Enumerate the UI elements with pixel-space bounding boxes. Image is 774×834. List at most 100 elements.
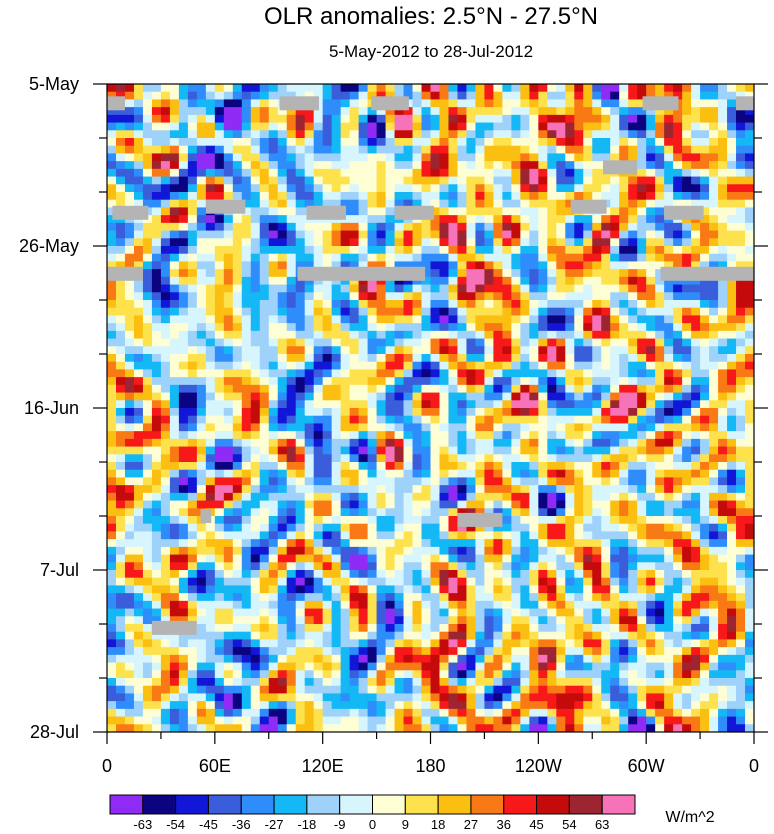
field-cell xyxy=(196,292,207,301)
field-cell xyxy=(493,122,503,131)
field-cell xyxy=(259,215,270,224)
field-cell xyxy=(529,330,539,340)
field-cell xyxy=(457,284,468,293)
field-cell xyxy=(322,161,333,170)
field-cell xyxy=(412,446,423,455)
field-cell xyxy=(520,153,530,162)
field-cell xyxy=(745,408,754,417)
field-cell xyxy=(574,446,584,455)
field-cell xyxy=(268,276,279,286)
field-cell xyxy=(592,91,602,101)
field-cell xyxy=(493,161,503,170)
field-cell xyxy=(736,84,746,93)
field-cell xyxy=(412,539,423,548)
field-cell xyxy=(583,346,593,355)
field-cell xyxy=(718,261,728,270)
field-cell xyxy=(601,330,611,340)
field-cell xyxy=(727,508,737,517)
field-cell xyxy=(124,423,135,432)
field-cell xyxy=(115,400,126,409)
field-cell xyxy=(565,446,575,455)
field-cell xyxy=(682,354,692,363)
field-cell xyxy=(268,122,279,131)
field-cell xyxy=(727,315,737,324)
field-cell xyxy=(151,562,162,571)
field-cell xyxy=(727,215,737,224)
field-cell xyxy=(655,199,665,209)
field-cell xyxy=(340,114,351,124)
field-cell xyxy=(718,492,728,502)
field-cell xyxy=(331,292,342,301)
field-cell xyxy=(520,145,530,155)
field-cell xyxy=(664,423,674,432)
field-cell xyxy=(709,570,719,579)
field-cell xyxy=(556,230,566,239)
field-cell xyxy=(277,423,288,432)
field-cell xyxy=(466,585,477,594)
field-cell xyxy=(358,431,369,440)
field-cell xyxy=(664,462,674,471)
field-cell xyxy=(556,585,566,594)
field-cell xyxy=(727,176,737,185)
field-cell xyxy=(322,477,333,486)
field-cell xyxy=(394,184,405,193)
field-cell xyxy=(745,307,754,317)
field-cell xyxy=(214,516,225,525)
field-cell xyxy=(241,462,252,471)
field-cell xyxy=(107,138,117,147)
field-cell xyxy=(619,153,629,162)
field-cell xyxy=(304,138,315,147)
field-cell xyxy=(457,176,468,185)
field-cell xyxy=(430,300,441,309)
field-cell xyxy=(502,539,512,548)
field-cell xyxy=(727,222,737,232)
field-cell xyxy=(520,523,530,533)
field-cell xyxy=(358,492,369,502)
field-cell xyxy=(709,192,719,201)
field-cell xyxy=(628,330,638,340)
field-cell xyxy=(466,130,477,139)
field-cell xyxy=(241,539,252,548)
field-cell xyxy=(502,608,512,617)
field-cell xyxy=(520,261,530,270)
field-cell xyxy=(673,107,683,116)
field-cell xyxy=(277,114,288,124)
field-cell xyxy=(223,323,234,332)
field-cell xyxy=(628,192,638,201)
field-cell xyxy=(583,307,593,317)
field-cell xyxy=(196,369,207,378)
field-cell xyxy=(556,469,566,479)
field-cell xyxy=(529,492,539,502)
field-cell xyxy=(196,477,207,486)
field-cell xyxy=(745,114,754,124)
field-cell xyxy=(592,431,602,440)
field-cell xyxy=(196,276,207,286)
field-cell xyxy=(502,122,512,131)
field-cell xyxy=(421,423,432,432)
field-cell xyxy=(439,84,450,93)
field-cell xyxy=(277,84,288,93)
field-cell xyxy=(430,184,441,193)
field-cell xyxy=(610,608,620,617)
field-cell xyxy=(376,230,387,239)
field-cell xyxy=(475,184,486,193)
field-cell xyxy=(646,562,656,571)
field-cell xyxy=(376,492,387,502)
field-cell xyxy=(439,269,450,278)
field-cell xyxy=(169,415,180,425)
field-cell xyxy=(502,562,512,571)
field-cell xyxy=(124,593,135,602)
field-cell xyxy=(538,192,548,201)
field-cell xyxy=(349,246,360,255)
field-cell xyxy=(475,454,486,463)
field-cell xyxy=(502,253,512,263)
field-cell xyxy=(232,462,243,471)
field-cell xyxy=(142,99,153,108)
field-cell xyxy=(502,369,512,378)
field-cell xyxy=(484,284,495,293)
field-cell xyxy=(439,153,450,162)
field-cell xyxy=(331,168,342,178)
field-cell xyxy=(727,415,737,425)
field-cell xyxy=(115,307,126,317)
field-cell xyxy=(583,400,593,409)
